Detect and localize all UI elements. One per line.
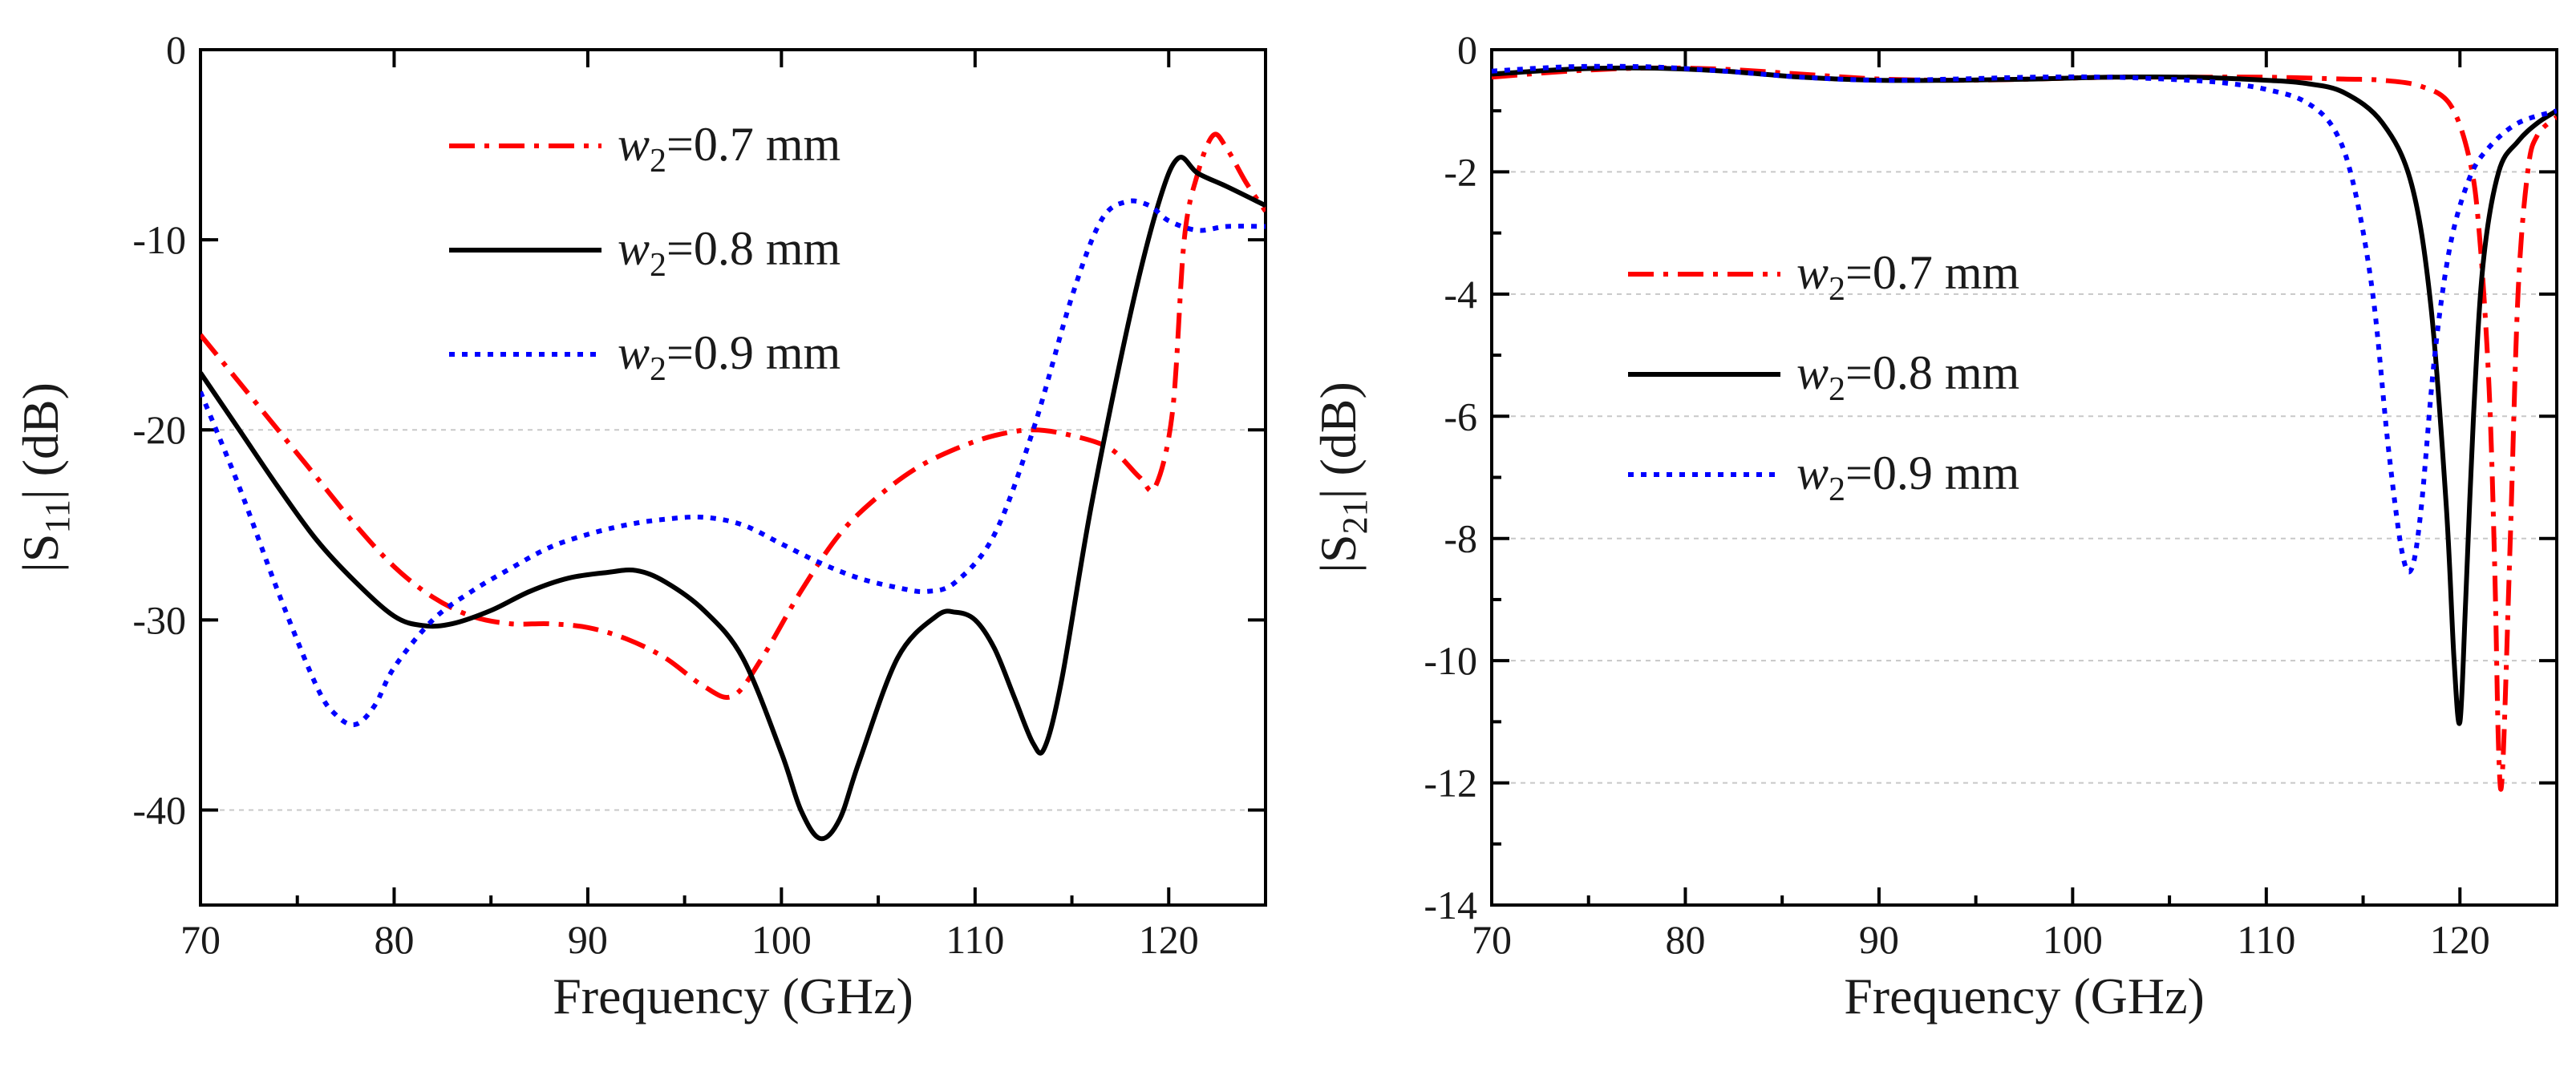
y-tick-label: -20 (132, 407, 186, 452)
x-tick-label: 110 (946, 917, 1004, 962)
y-axis-title: |S11| (dB) (12, 382, 77, 572)
s11-chart: 70 80 90 100 110 120 0 -10 -20 -30 -40 Frequency (G… (12, 27, 1267, 1024)
x-tick-label: 120 (1139, 917, 1199, 962)
y-axis-title: |S21| (dB) (1310, 382, 1375, 573)
legend-value: =0.8 mm (666, 222, 840, 275)
legend-sub: 2 (650, 143, 666, 180)
legend-value: =0.9 mm (666, 326, 840, 379)
y-tick-label: -2 (1444, 149, 1477, 194)
y-tick-label: -14 (1424, 883, 1477, 927)
series-line-1 (1492, 65, 2557, 792)
legend-label: w2=0.8 mm (618, 222, 840, 284)
legend-value: =0.7 mm (666, 118, 840, 171)
x-tick-label: 90 (568, 917, 608, 962)
legend-label: w2=0.7 mm (1796, 246, 2019, 308)
y-tick-label: -10 (132, 217, 186, 262)
series-line-3 (1492, 63, 2557, 575)
legend-var: w (1796, 246, 1829, 299)
legend-label: w2=0.9 mm (618, 326, 840, 388)
legend-value: =0.8 mm (1845, 346, 2019, 399)
x-tick-label: 70 (180, 917, 221, 962)
legend-label: w2=0.9 mm (1796, 447, 2019, 508)
legend-value: =0.9 mm (1845, 447, 2019, 499)
y-tick-label: -4 (1444, 272, 1477, 317)
y-tick-label: -8 (1444, 516, 1477, 561)
x-axis-title: Frequency (GHz) (1844, 968, 2205, 1024)
legend-sub: 2 (1829, 471, 1845, 508)
y-axis-title-sub: 11 (38, 499, 77, 533)
legend-var: w (1796, 346, 1829, 399)
x-axis-title: Frequency (GHz) (553, 968, 913, 1024)
x-tick-label: 90 (1859, 917, 1899, 962)
y-axis-title-sub: 21 (1335, 499, 1375, 534)
x-tick-label: 110 (2237, 917, 2295, 962)
legend-label: w2=0.8 mm (1796, 346, 2019, 408)
legend-sub: 2 (650, 247, 666, 284)
y-tick-label: -6 (1444, 394, 1477, 438)
y-axis-title-main: |S (12, 534, 69, 572)
legend-var: w (618, 118, 650, 171)
plot-frame (1490, 48, 2558, 907)
legend-sub: 2 (1829, 271, 1845, 308)
x-tick-label: 80 (374, 917, 414, 962)
legend-var: w (618, 222, 650, 275)
y-tick-label: -10 (1424, 638, 1477, 683)
x-tick-label: 70 (1472, 917, 1512, 962)
y-tick-label: 0 (166, 27, 186, 72)
y-axis-title-tail: | (dB) (1310, 382, 1367, 499)
series-line-2 (1492, 65, 2557, 726)
series-line-2 (200, 155, 1266, 842)
x-tick-label: 120 (2430, 917, 2490, 962)
x-tick-label: 100 (2043, 917, 2103, 962)
y-tick-label: -12 (1424, 761, 1477, 806)
series-group (1492, 63, 2557, 792)
legend-var: w (1796, 447, 1829, 499)
y-axis-title-tail: | (dB) (12, 382, 69, 499)
legend-value: =0.7 mm (1845, 246, 2019, 299)
y-tick-label: -40 (132, 787, 186, 832)
s21-chart: 70 80 90 100 110 120 0 -2 -4 -6 -8 -10 -12 -14 Frequen… (1310, 27, 2558, 1024)
legend-var: w (618, 326, 650, 379)
y-axis-title-main: |S (1310, 534, 1367, 572)
x-tick-label: 80 (1665, 917, 1705, 962)
x-tick-label: 100 (751, 917, 812, 962)
series-group (200, 131, 1266, 842)
plot-frame (199, 48, 1267, 907)
legend-sub: 2 (650, 351, 666, 388)
series-line-1 (200, 131, 1266, 700)
y-tick-label: 0 (1457, 27, 1477, 72)
legend-label: w2=0.7 mm (618, 118, 840, 180)
y-tick-label: -30 (132, 597, 186, 642)
legend-sub: 2 (1829, 371, 1845, 408)
